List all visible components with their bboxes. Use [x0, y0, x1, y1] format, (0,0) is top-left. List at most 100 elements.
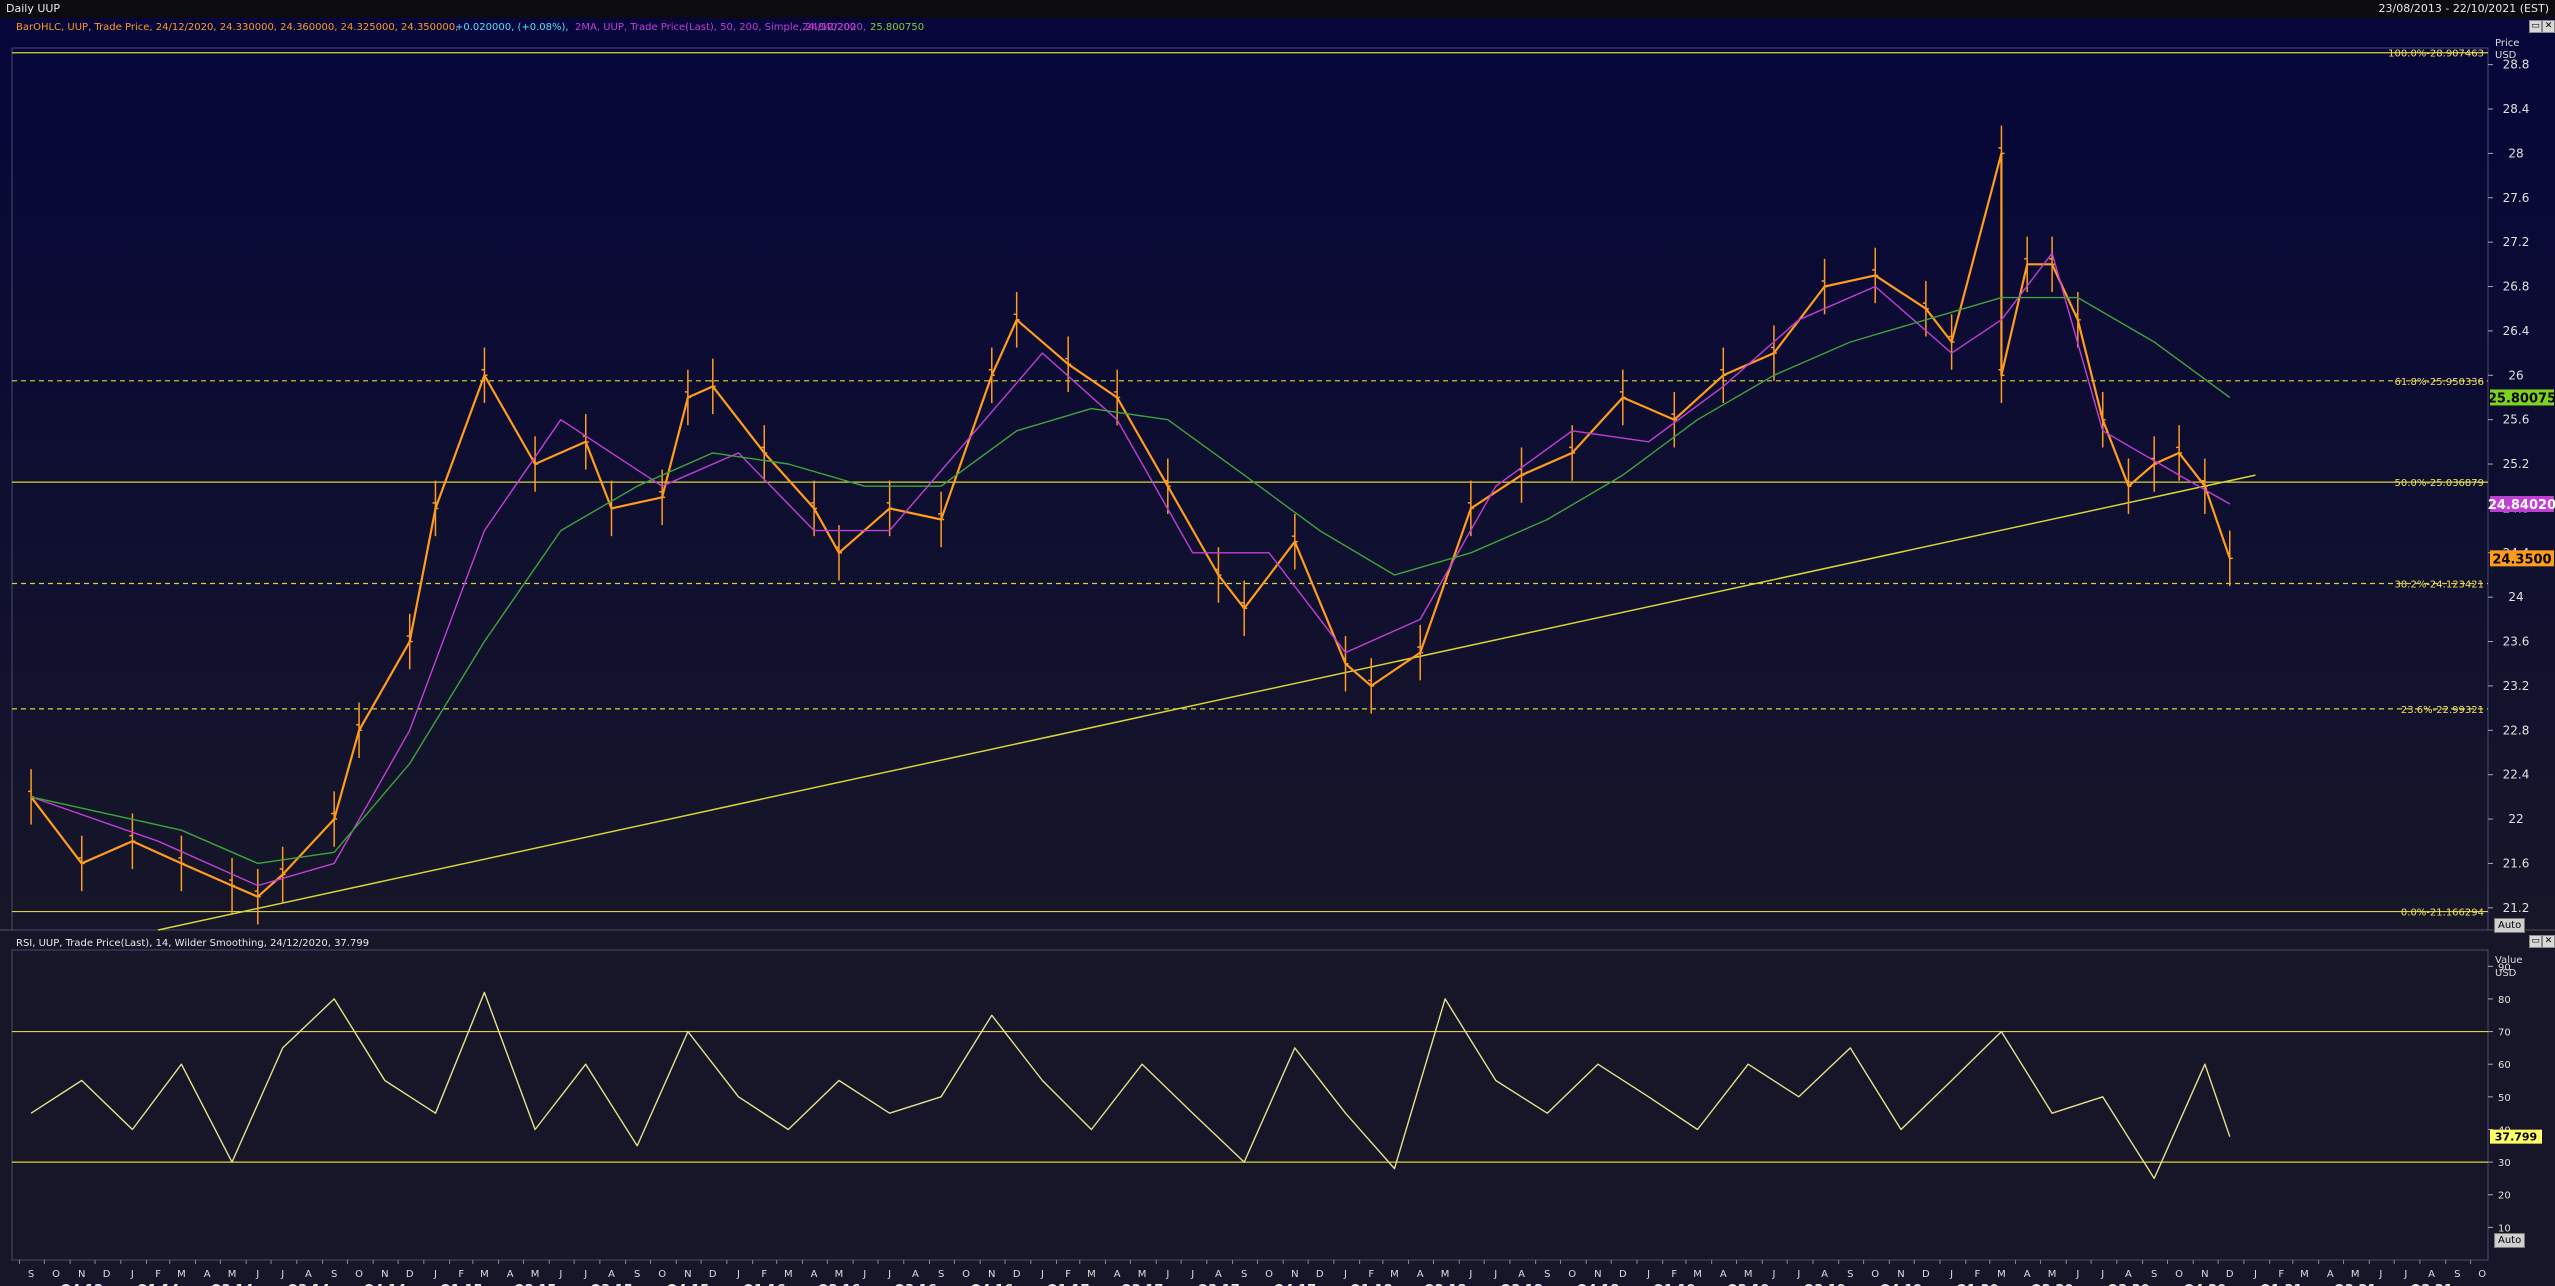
quarter-tick-label: Q3 17	[1197, 1283, 1240, 1286]
ma50-tag-bg	[2490, 495, 2554, 512]
rsi-ytick-label: 30	[2498, 1158, 2511, 1169]
month-tick-label: A	[1114, 1269, 1121, 1280]
rsi-ytick-label: 20	[2498, 1191, 2511, 1202]
price-panel-close-icon[interactable]: ✕	[2542, 20, 2555, 33]
month-tick-label: M	[1997, 1269, 2006, 1280]
rsi-plot-frame	[11, 949, 2489, 1261]
month-tick-label: S	[1241, 1269, 1247, 1280]
quarter-tick-label: Q1 20	[1956, 1283, 1999, 1286]
ma50-tag: 24.84020	[2488, 498, 2555, 513]
month-tick-label: O	[1871, 1269, 1879, 1280]
price-ytick-label: 28.4	[2503, 102, 2530, 116]
month-tick-label: J	[2075, 1269, 2079, 1280]
month-tick-label: S	[2151, 1269, 2157, 1280]
month-tick-label: M	[835, 1269, 844, 1280]
month-tick-label: J	[1190, 1269, 1194, 1280]
price-plot: 100.0%-28.907463 61.8%-25.950336 50.0%-25.…	[12, 49, 2488, 931]
fib-label: 0.0%-21.166294	[2401, 908, 2484, 919]
chart-area[interactable]: 100.0%-28.907463 61.8%-25.950336 50.0%-25.…	[0, 18, 2555, 1286]
month-tick-label: A	[1720, 1269, 1727, 1280]
price-auto-button[interactable]: Auto	[2494, 918, 2526, 933]
month-tick-label: J	[558, 1269, 562, 1280]
price-legend-change: +0.020000, (+0.08%),	[455, 22, 569, 33]
price-ytick-label: 27.2	[2503, 235, 2530, 249]
rsi-panel-restore-icon[interactable]: ▭	[2529, 935, 2542, 948]
quarter-tick-label: Q2 20	[2031, 1283, 2074, 1286]
month-tick-label: N	[988, 1269, 995, 1280]
rsi-ytick-label: 10	[2498, 1223, 2511, 1234]
price-ytick-label: 22.4	[2503, 768, 2530, 782]
month-tick-label: J	[862, 1269, 866, 1280]
price-ytick-label: 28.8	[2503, 58, 2530, 72]
month-tick-label: S	[331, 1269, 337, 1280]
month-tick-label: F	[458, 1269, 464, 1280]
month-tick-label: J	[433, 1269, 437, 1280]
price-ytick-label: 26	[2508, 368, 2523, 382]
month-tick-label: J	[887, 1269, 891, 1280]
month-tick-label: A	[507, 1269, 514, 1280]
price-ytick-label: 25.6	[2503, 413, 2530, 427]
month-tick-label: A	[1821, 1269, 1828, 1280]
rsi-panel-bg	[0, 930, 2555, 1286]
month-tick-label: N	[1897, 1269, 1904, 1280]
quarter-tick-label: Q1 19	[1653, 1283, 1696, 1286]
quarter-tick-label: Q2 16	[818, 1283, 861, 1286]
month-tick-label: J	[255, 1269, 259, 1280]
month-tick-label: J	[1949, 1269, 1953, 1280]
price-axis-unit-1: Price	[2495, 38, 2519, 49]
fib-label: 38.2%-24.123421	[2395, 579, 2484, 590]
quarter-tick-label: Q1 15	[440, 1283, 483, 1286]
month-tick-label: A	[811, 1269, 818, 1280]
price-legend-ma: 2MA, UUP, Trade Price(Last), 50, 200, Si…	[575, 22, 866, 33]
price-ytick-label: 24	[2508, 590, 2523, 604]
price-legend-ma200: 25.800750	[870, 22, 924, 33]
month-tick-label: J	[583, 1269, 587, 1280]
month-tick-label: J	[2100, 1269, 2104, 1280]
quarter-tick-label: Q2 17	[1121, 1283, 1164, 1286]
quarter-tick-label: Q4 17	[1273, 1283, 1316, 1286]
month-tick-label: O	[962, 1269, 970, 1280]
month-tick-label: M	[784, 1269, 793, 1280]
rsi-plot	[12, 991, 2488, 1180]
month-tick-label: M	[177, 1269, 186, 1280]
rsi-auto-button[interactable]: Auto	[2494, 1233, 2526, 1248]
month-tick-label: N	[381, 1269, 388, 1280]
month-tick-label: A	[1518, 1269, 1525, 1280]
month-tick-label: N	[2201, 1269, 2208, 1280]
month-tick-label: M	[1087, 1269, 1096, 1280]
window-titlebar: Daily UUP 23/08/2013 - 22/10/2021 (EST)	[0, 0, 2555, 19]
fib-label: 50.0%-25.036879	[2395, 478, 2484, 489]
month-tick-label: O	[52, 1269, 60, 1280]
month-tick-label: A	[305, 1269, 312, 1280]
month-tick-label: D	[406, 1269, 414, 1280]
month-tick-label: M	[2351, 1269, 2360, 1280]
month-tick-label: M	[2048, 1269, 2057, 1280]
month-tick-label: A	[2125, 1269, 2132, 1280]
month-tick-label: D	[103, 1269, 111, 1280]
price-ytick-label: 27.6	[2503, 191, 2530, 205]
quarter-tick-label: Q2 15	[514, 1283, 557, 1286]
month-tick-label: J	[1165, 1269, 1169, 1280]
month-tick-label: S	[634, 1269, 640, 1280]
price-panel-restore-icon[interactable]: ▭	[2529, 20, 2542, 33]
month-tick-label: J	[1796, 1269, 1800, 1280]
rsi-line	[30, 991, 2231, 1180]
rsi-panel-close-icon[interactable]: ✕	[2542, 935, 2555, 948]
ma200-tag: 25.80075	[2488, 391, 2555, 406]
quarter-tick-label: Q3 21	[2410, 1283, 2453, 1286]
month-tick-label: F	[761, 1269, 767, 1280]
month-tick-label: J	[1646, 1269, 1650, 1280]
month-tick-label: O	[355, 1269, 363, 1280]
month-tick-label: M	[1744, 1269, 1753, 1280]
month-tick-label: M	[2300, 1269, 2309, 1280]
month-tick-label: O	[2478, 1269, 2486, 1280]
ma200-line	[30, 296, 2231, 865]
month-tick-label: J	[736, 1269, 740, 1280]
month-tick-label: N	[78, 1269, 85, 1280]
rsi-axis-unit-1: Value	[2495, 955, 2522, 966]
month-tick-label: F	[1065, 1269, 1071, 1280]
month-tick-label: S	[2454, 1269, 2460, 1280]
price-ytick-label: 21.2	[2503, 901, 2530, 915]
month-tick-label: J	[1343, 1269, 1347, 1280]
rsi-ytick-label: 70	[2498, 1028, 2511, 1039]
